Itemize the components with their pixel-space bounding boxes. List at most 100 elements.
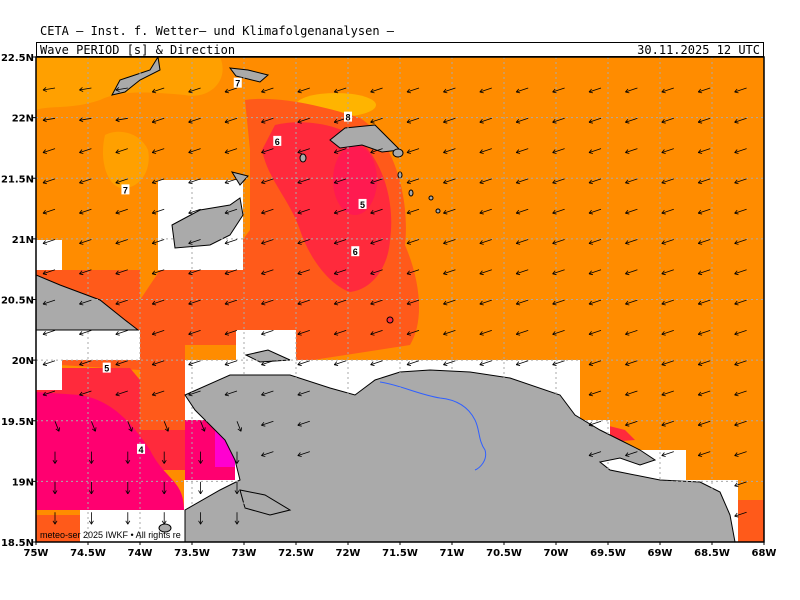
direction-arrow (79, 390, 92, 397)
direction-arrow (370, 87, 383, 94)
contour-label: 5 (104, 364, 109, 374)
direction-arrow (734, 330, 747, 336)
direction-arrow (115, 390, 128, 397)
direction-arrow (697, 178, 711, 185)
direction-arrow (661, 148, 674, 154)
direction-arrow (625, 360, 638, 366)
direction-arrow (79, 269, 92, 276)
direction-arrow (333, 299, 347, 306)
direction-arrow (515, 239, 529, 245)
direction-arrow (661, 87, 674, 94)
direction-arrow (261, 148, 274, 154)
period-6-zone (738, 500, 764, 542)
direction-arrow (224, 208, 238, 215)
direction-arrow (297, 208, 310, 215)
direction-arrow (552, 360, 565, 366)
direction-arrow (370, 330, 383, 336)
direction-arrow (151, 178, 165, 185)
direction-arrow (79, 148, 92, 154)
latitude-label: 22N (12, 114, 34, 125)
direction-arrow (234, 451, 240, 464)
direction-arrow (333, 360, 347, 366)
direction-arrow (234, 512, 240, 525)
direction-arrow (88, 512, 94, 525)
direction-arrow (151, 360, 165, 366)
direction-arrow (734, 420, 747, 427)
small-islands (299, 148, 441, 324)
direction-arrow (261, 420, 274, 427)
direction-arrow (552, 239, 565, 245)
direction-arrow (697, 451, 711, 457)
direction-arrow (661, 390, 674, 397)
direction-arrow (588, 208, 602, 215)
direction-arrow (79, 117, 92, 123)
direction-arrow (552, 148, 565, 154)
direction-arrow (406, 208, 420, 215)
direction-arrow (515, 208, 529, 215)
direction-arrow (42, 178, 56, 185)
direction-arrow (734, 360, 747, 366)
direction-arrow (697, 420, 711, 427)
map-title: CETA — Inst. f. Wetter— und Klimafolgena… (40, 24, 395, 38)
direction-arrow (661, 117, 674, 124)
direction-arrow (151, 390, 165, 397)
direction-arrow (661, 178, 674, 185)
direction-arrow (552, 299, 565, 306)
direction-arrow (198, 451, 204, 464)
direction-arrow (443, 208, 456, 215)
graticule (36, 57, 764, 542)
direction-arrow (52, 481, 58, 495)
direction-arrow (515, 117, 529, 124)
direction-arrow (151, 239, 165, 245)
direction-arrow (697, 299, 711, 306)
direction-arrow (115, 239, 128, 245)
contour-label-bg (121, 184, 130, 195)
direction-arrow (261, 299, 274, 306)
direction-arrow (188, 148, 201, 154)
direction-arrow (188, 208, 201, 215)
direction-arrow (188, 117, 201, 124)
direction-arrow (52, 512, 58, 525)
direction-arrow (625, 451, 638, 457)
direction-arrow (79, 360, 92, 366)
longitude-label: 73W (232, 548, 257, 559)
direction-arrow (625, 117, 638, 124)
direction-arrow (115, 299, 128, 306)
direction-arrow (79, 299, 92, 306)
direction-arrow (588, 239, 602, 245)
direction-arrow (79, 239, 92, 245)
direction-arrow (115, 360, 128, 366)
direction-arrow (443, 330, 456, 336)
direction-arrow (588, 299, 602, 306)
direction-arrow (151, 87, 165, 94)
direction-arrow (261, 451, 274, 457)
contour-label: 6 (275, 137, 280, 147)
contour-label: 8 (345, 113, 350, 123)
contour-label: 4 (139, 445, 144, 455)
direction-arrow (370, 269, 383, 276)
direction-arrow (479, 87, 492, 94)
direction-arrow (406, 178, 420, 185)
direction-arrow (91, 421, 97, 432)
direction-arrow (661, 360, 674, 366)
direction-arrow (79, 87, 92, 92)
direction-arrow (443, 117, 456, 124)
direction-arrow (54, 421, 61, 432)
latitude-label: 20.5N (1, 296, 34, 307)
direction-arrow (42, 360, 56, 366)
direction-arrow (588, 87, 602, 94)
direction-arrow (42, 239, 56, 245)
direction-arrow (333, 269, 347, 276)
direction-arrow (188, 269, 201, 276)
direction-arrow (552, 269, 565, 276)
contour-label-bg (233, 77, 242, 88)
direction-arrow (42, 148, 56, 154)
latitude-labels: 22.5N 22N 21.5N 21N 20.5N 20N 19.5N 19N 18.5N (1, 53, 36, 549)
direction-arrow (151, 299, 165, 306)
direction-arrow (52, 451, 58, 464)
direction-arrow (734, 451, 747, 457)
direction-arrow (333, 208, 347, 215)
direction-arrow (697, 269, 711, 276)
longitude-label: 68W (752, 548, 777, 559)
